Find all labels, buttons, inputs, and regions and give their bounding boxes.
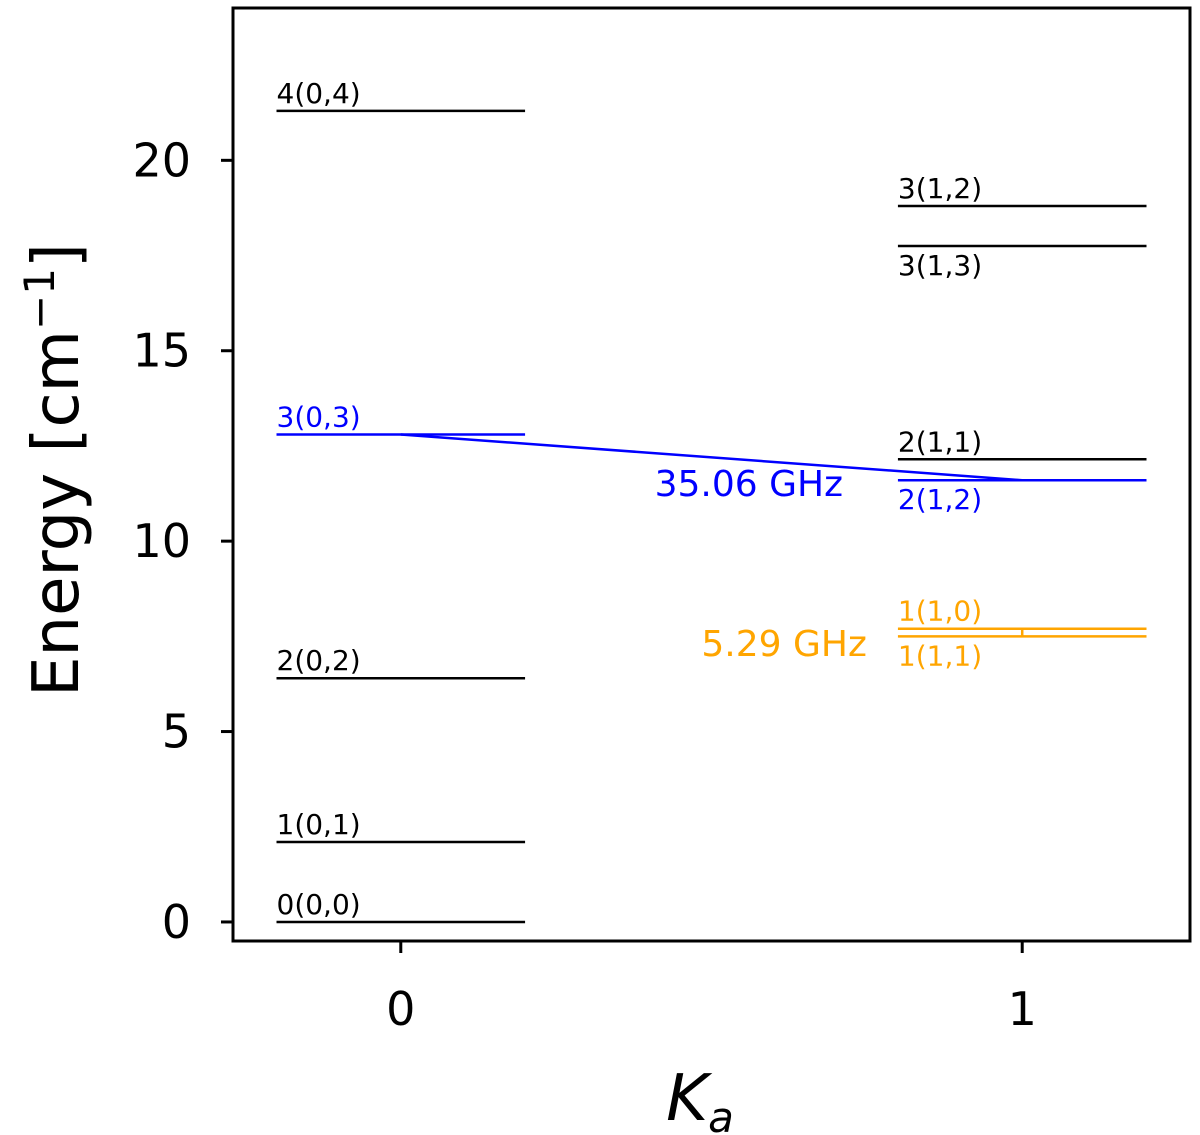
energy-level-label: 1(1,1) [898, 639, 982, 672]
y-tick-label: 0 [162, 895, 191, 949]
y-tick-label: 20 [132, 133, 191, 187]
plot-frame [231, 6, 1192, 943]
transition-frequency-label: 35.06 GHz [655, 464, 843, 505]
energy-level-label: 2(1,1) [898, 425, 982, 458]
energy-level-label: 2(0,2) [277, 644, 361, 677]
x-tick-label: 0 [386, 982, 415, 1036]
x-axis-label: Ka [666, 1062, 734, 1135]
energy-level-label: 2(1,2) [898, 483, 982, 516]
y-tick-label: 10 [132, 514, 191, 568]
energy-level-label: 1(0,1) [277, 808, 361, 841]
transition-line [400, 433, 1023, 482]
energy-level-label: 3(1,3) [898, 249, 982, 282]
axes-ticks: 0 5 10 15 20 0 1 [132, 133, 1036, 1036]
energy-level-label: 1(1,0) [898, 595, 982, 628]
transition-frequency-label: 5.29 GHz [701, 624, 866, 665]
energy-level-label: 0(0,0) [277, 888, 361, 921]
x-tick-label: 1 [1008, 982, 1037, 1036]
y-tick-label: 15 [132, 324, 191, 378]
energy-level-label: 3(1,2) [898, 172, 982, 205]
energy-level-label: 3(0,3) [277, 401, 361, 434]
y-tick-label: 5 [162, 705, 191, 759]
plot-area: 0(0,0) 1(0,1) 2(0,2) 3(0,3) 4(0,4) 1(1,1) 1(1,… [276, 77, 1147, 924]
y-axis-label: Energy [cm−1] [15, 243, 94, 697]
energy-level-label: 4(0,4) [277, 77, 361, 110]
